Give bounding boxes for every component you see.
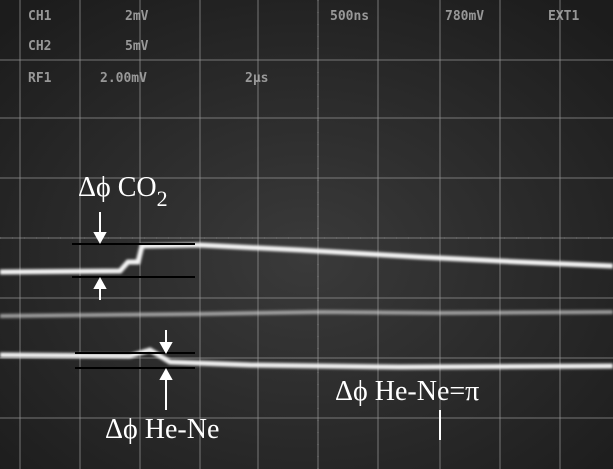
readout: 2.00mV xyxy=(100,71,147,86)
annotation-text: Δϕ CO xyxy=(78,172,157,203)
screen-background xyxy=(0,0,613,469)
readout: CH2 xyxy=(28,39,51,54)
readout: 2mV xyxy=(125,9,149,24)
readout: CH1 xyxy=(28,9,52,24)
oscilloscope-screen: CH1 2mV 500ns 780mV EXT1 CH2 5mV RF1 2.0… xyxy=(0,0,613,469)
annotation-subscript: 2 xyxy=(157,186,168,211)
readout: RF1 xyxy=(28,71,52,86)
annotation-he-ne-pi: Δϕ He-Ne=π xyxy=(335,376,479,407)
readout: EXT1 xyxy=(548,9,579,24)
readout: 780mV xyxy=(445,9,484,24)
readout: 5mV xyxy=(125,39,149,54)
annotation-he-ne: Δϕ He-Ne xyxy=(105,414,219,445)
readout: 500ns xyxy=(330,9,369,24)
readout: 2µs xyxy=(245,71,268,86)
